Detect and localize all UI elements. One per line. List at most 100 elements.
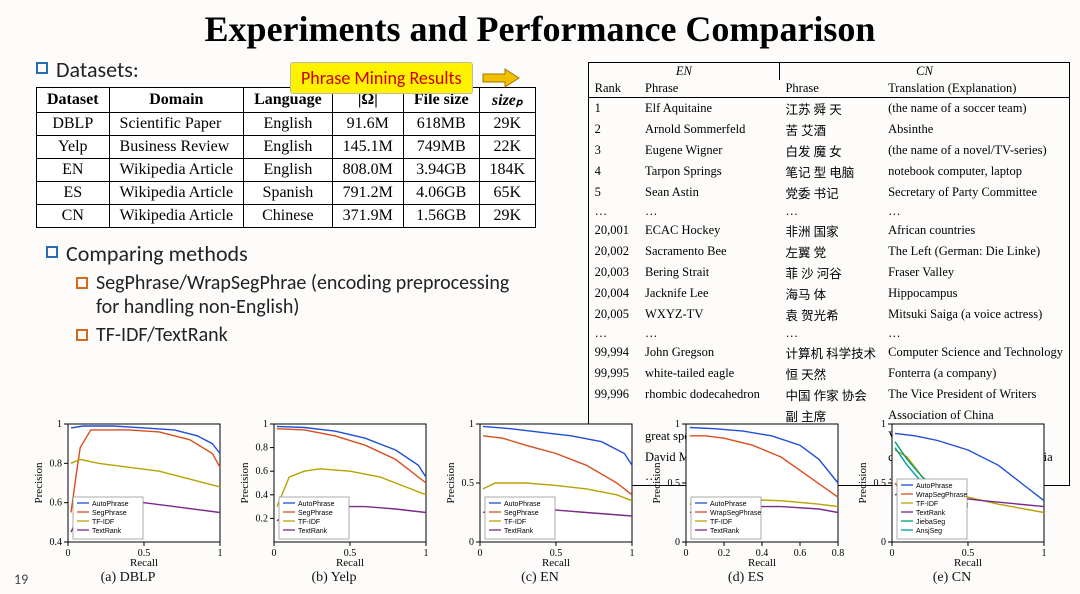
results-cell: white-tailed eagle xyxy=(639,363,779,384)
datasets-cell: 184K xyxy=(479,159,536,182)
svg-text:TextRank: TextRank xyxy=(298,528,328,535)
results-cell: … xyxy=(639,203,779,220)
svg-text:0: 0 xyxy=(272,548,277,559)
svg-text:1: 1 xyxy=(675,419,680,430)
results-cell: 20,003 xyxy=(588,262,639,283)
svg-text:0.8: 0.8 xyxy=(256,443,269,454)
results-cell: 白发 魔 女 xyxy=(779,140,882,161)
svg-text:0: 0 xyxy=(478,548,483,559)
svg-text:0.2: 0.2 xyxy=(718,548,731,559)
charts-row: 0.4 0.6 0.8 1 0 0.5 1 Recall Precision AutoPhrase… xyxy=(30,418,1070,586)
svg-text:0: 0 xyxy=(469,537,474,548)
datasets-cell: EN xyxy=(37,159,110,182)
svg-text:TF-IDF: TF-IDF xyxy=(710,519,732,526)
chart-caption: (b) Yelp xyxy=(236,570,432,586)
datasets-cell: English xyxy=(244,159,333,182)
svg-text:Precision: Precision xyxy=(651,462,663,503)
svg-text:Recall: Recall xyxy=(954,557,982,568)
results-cell: 笔记 型 电脑 xyxy=(779,161,882,182)
results-cell: 苦 艾酒 xyxy=(779,119,882,140)
svg-text:0.5: 0.5 xyxy=(668,478,681,489)
results-cell: … xyxy=(882,203,1069,220)
svg-text:TF-IDF: TF-IDF xyxy=(298,519,320,526)
svg-text:0.8: 0.8 xyxy=(50,458,63,469)
chart-caption: (a) DBLP xyxy=(30,570,226,586)
results-col-head: Rank xyxy=(588,80,639,98)
svg-text:0.6: 0.6 xyxy=(50,498,63,509)
svg-text:TF-IDF: TF-IDF xyxy=(916,501,938,508)
results-cell: ECAC Hockey xyxy=(639,220,779,241)
results-cell: The Vice President of Writers xyxy=(882,384,1069,405)
svg-text:0: 0 xyxy=(66,548,71,559)
chart: 0.20.40.60.8100.51RecallPrecisionAutoPhr… xyxy=(236,418,432,586)
results-cell: … xyxy=(779,325,882,342)
results-cell: (the name of a soccer team) xyxy=(882,98,1069,120)
svg-text:WrapSegPhrase: WrapSegPhrase xyxy=(916,492,967,499)
svg-text:WrapSegPhrase: WrapSegPhrase xyxy=(710,510,761,517)
datasets-cell: 371.9M xyxy=(332,205,403,228)
datasets-cell: 749MB xyxy=(403,136,479,159)
datasets-cell: 808.0M xyxy=(332,159,403,182)
results-cell: Sean Astin xyxy=(639,182,779,203)
datasets-cell: 91.6M xyxy=(332,113,403,136)
results-cell: 99,994 xyxy=(588,342,639,363)
results-cell: … xyxy=(882,325,1069,342)
results-cell: 菲 沙 河谷 xyxy=(779,262,882,283)
svg-text:JiebaSeg: JiebaSeg xyxy=(916,519,945,526)
bullet-datasets-label: Datasets: xyxy=(56,56,139,83)
svg-text:0.2: 0.2 xyxy=(256,513,269,524)
svg-text:1: 1 xyxy=(1042,548,1047,559)
svg-text:TextRank: TextRank xyxy=(916,510,946,517)
datasets-cell: 1.56GB xyxy=(403,205,479,228)
results-cell: 2 xyxy=(588,119,639,140)
datasets-cell: 65K xyxy=(479,182,536,205)
results-cell: 袁 贺光希 xyxy=(779,304,882,325)
svg-text:Precision: Precision xyxy=(33,462,45,503)
datasets-cell: Wikipedia Article xyxy=(109,159,244,182)
bullet-tfidf-label: TF-IDF/TextRank xyxy=(96,323,228,347)
chart-svg: 00.5100.51RecallPrecisionAutoPhraseWrapS… xyxy=(854,418,1050,568)
datasets-col-head: Dataset xyxy=(37,88,110,113)
chart-caption: (c) EN xyxy=(442,570,638,586)
results-cell: African countries xyxy=(882,220,1069,241)
svg-text:SegPhrase: SegPhrase xyxy=(298,510,333,517)
slide-title: Experiments and Performance Comparison xyxy=(0,0,1080,50)
results-cell: 恒 天然 xyxy=(779,363,882,384)
datasets-cell: Chinese xyxy=(244,205,333,228)
svg-text:TF-IDF: TF-IDF xyxy=(504,519,526,526)
svg-text:0.4: 0.4 xyxy=(256,490,269,501)
results-cell: notebook computer, laptop xyxy=(882,161,1069,182)
datasets-cell: 29K xyxy=(479,205,536,228)
results-cell: 20,002 xyxy=(588,241,639,262)
results-col-head: Phrase xyxy=(639,80,779,98)
results-cell: 党委 书记 xyxy=(779,182,882,203)
svg-text:1: 1 xyxy=(57,419,62,430)
svg-text:1: 1 xyxy=(469,419,474,430)
datasets-cell: English xyxy=(244,113,333,136)
results-col-head: Phrase xyxy=(779,80,882,98)
results-cell: 99,996 xyxy=(588,384,639,405)
results-cell: 20,005 xyxy=(588,304,639,325)
svg-text:0: 0 xyxy=(675,537,680,548)
chart-svg: 00.5100.20.40.60.8RecallPrecisionAutoPhr… xyxy=(648,418,844,568)
svg-text:SegPhrase: SegPhrase xyxy=(504,510,539,517)
results-cell: … xyxy=(588,325,639,342)
svg-text:TextRank: TextRank xyxy=(504,528,534,535)
datasets-cell: English xyxy=(244,136,333,159)
svg-text:1: 1 xyxy=(630,548,635,559)
svg-text:0.4: 0.4 xyxy=(50,537,63,548)
svg-text:Recall: Recall xyxy=(542,557,570,568)
results-cell: Hippocampus xyxy=(882,283,1069,304)
svg-text:Recall: Recall xyxy=(748,557,776,568)
svg-text:0: 0 xyxy=(890,548,895,559)
bullet-tfidf: TF-IDF/TextRank xyxy=(76,323,516,347)
arrow-right-icon xyxy=(481,67,521,89)
svg-text:0.8: 0.8 xyxy=(832,548,844,559)
results-cell: 5 xyxy=(588,182,639,203)
svg-text:Precision: Precision xyxy=(857,462,869,503)
chart: 00.5100.51RecallPrecisionAutoPhraseWrapS… xyxy=(854,418,1050,586)
datasets-cell: 145.1M xyxy=(332,136,403,159)
svg-text:0.5: 0.5 xyxy=(874,478,887,489)
datasets-cell: Wikipedia Article xyxy=(109,182,244,205)
svg-text:AutoPhrase: AutoPhrase xyxy=(298,501,335,508)
